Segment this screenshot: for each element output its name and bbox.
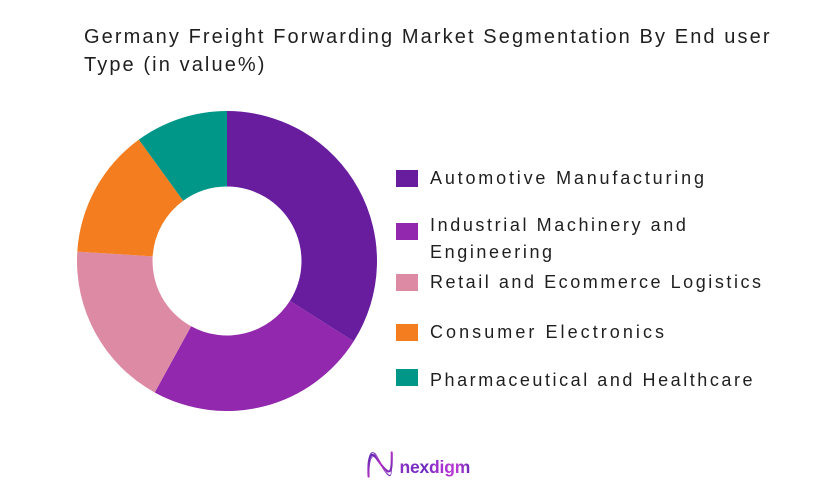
svg-text:nexdigm: nexdigm [400,457,471,477]
